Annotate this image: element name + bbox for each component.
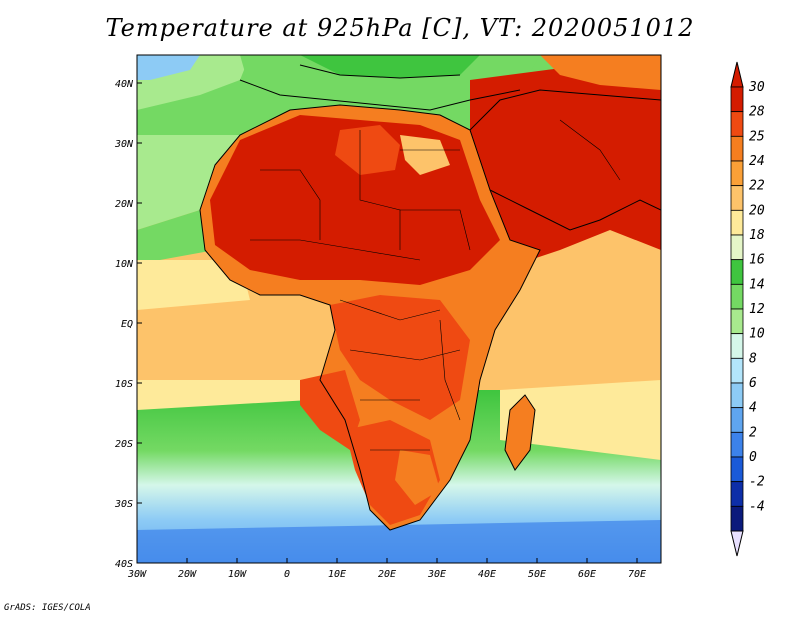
colorbar-swatch bbox=[730, 308, 744, 335]
colorbar-label: -4 bbox=[749, 499, 765, 514]
colorbar-label: -2 bbox=[749, 475, 765, 490]
lat-label-10n: 10N bbox=[115, 259, 134, 270]
central-africa bbox=[330, 295, 470, 420]
lat-label-20s: 20S bbox=[115, 439, 133, 450]
egypt-libya-cooler bbox=[400, 135, 450, 175]
europe-north bbox=[300, 55, 480, 78]
colorbar-bottom-arrow bbox=[730, 530, 744, 557]
colorbar-swatch bbox=[730, 382, 744, 409]
lon-label-50e: 50E bbox=[528, 569, 546, 580]
colorbar-label: 18 bbox=[749, 228, 765, 243]
lat-label-40s: 40S bbox=[115, 559, 133, 570]
colorbar-swatch bbox=[730, 234, 744, 261]
colorbar-swatch bbox=[730, 357, 744, 384]
colorbar-top-arrow bbox=[730, 61, 744, 88]
colorbar-swatch bbox=[730, 209, 744, 236]
lon-label-0: 0 bbox=[284, 569, 290, 580]
tropical-atlantic-green bbox=[137, 210, 215, 260]
colorbar-label: 4 bbox=[749, 401, 757, 416]
gulf-guinea-band bbox=[137, 260, 250, 310]
colorbar-swatch bbox=[730, 283, 744, 310]
indian-ocean-warm bbox=[470, 300, 661, 390]
colorbar-swatch bbox=[730, 185, 744, 211]
colorbar-label: 25 bbox=[749, 129, 765, 144]
colorbar-label: 0 bbox=[749, 450, 757, 465]
lon-label-20w: 20W bbox=[178, 569, 197, 580]
colorbar-label: 6 bbox=[749, 376, 757, 391]
colorbar-swatch bbox=[730, 481, 744, 507]
colorbar-swatch bbox=[730, 505, 744, 532]
lon-label-20e: 20E bbox=[378, 569, 396, 580]
lat-label-20n: 20N bbox=[115, 199, 134, 210]
colorbar-label: 24 bbox=[749, 154, 765, 169]
north-atlantic-coldest bbox=[137, 55, 200, 80]
colorbar-swatch bbox=[730, 111, 744, 137]
colorbar-label: 20 bbox=[749, 203, 765, 218]
madagascar bbox=[505, 395, 535, 470]
lat-label-30n: 30N bbox=[114, 139, 134, 150]
colorbar-label: 30 bbox=[748, 80, 765, 95]
colorbar-label: 14 bbox=[749, 277, 765, 292]
colorbar-label: 10 bbox=[749, 327, 765, 342]
lat-label-eq: EQ bbox=[121, 319, 133, 330]
asia-north-warm bbox=[540, 55, 661, 90]
colorbar-swatch bbox=[730, 259, 744, 285]
colorbar-label: 16 bbox=[749, 253, 765, 268]
lon-label-10w: 10W bbox=[228, 569, 247, 580]
colorbar-label: 2 bbox=[749, 425, 757, 440]
grads-credit: GrADS: IGES/COLA bbox=[4, 603, 91, 613]
middle-east-hot bbox=[470, 55, 661, 260]
coastlines bbox=[199, 64, 661, 531]
colorbar-swatch bbox=[730, 456, 744, 483]
chart-title: Temperature at 925hPa [C], VT: 202005101… bbox=[105, 14, 695, 42]
colorbar-swatch bbox=[730, 86, 744, 113]
south-africa-interior bbox=[395, 450, 440, 505]
ethiopia-highlands bbox=[465, 265, 505, 320]
lat-label-40n: 40N bbox=[115, 79, 134, 90]
antarctic-cold bbox=[137, 520, 661, 563]
colorbar-swatches bbox=[730, 86, 744, 532]
axis-ticks bbox=[137, 82, 638, 563]
colorbar-swatch bbox=[730, 160, 744, 187]
colorbar-swatch bbox=[730, 135, 744, 162]
map-frame bbox=[136, 54, 662, 564]
temperature-field bbox=[137, 55, 661, 563]
lat-label-30s: 30S bbox=[114, 499, 133, 510]
indian-ocean-band bbox=[500, 380, 661, 460]
lon-label-60e: 60E bbox=[578, 569, 596, 580]
colorbar-swatch bbox=[730, 407, 744, 433]
colorbar-label: 8 bbox=[749, 351, 757, 366]
country-borders bbox=[250, 119, 621, 451]
lon-label-30w: 30W bbox=[127, 569, 147, 580]
south-atlantic-band bbox=[137, 380, 310, 410]
colorbar-label: 22 bbox=[749, 179, 765, 194]
colorbar-swatch bbox=[730, 431, 744, 458]
colorbar-label: 28 bbox=[749, 105, 765, 120]
lon-label-40e: 40E bbox=[478, 569, 496, 580]
colorbar-label: 12 bbox=[749, 302, 765, 317]
lon-label-70e: 70E bbox=[628, 569, 646, 580]
colorbar-swatch bbox=[730, 333, 744, 359]
sahara-center bbox=[335, 125, 400, 175]
lon-label-10e: 10E bbox=[328, 569, 346, 580]
lat-label-10s: 10S bbox=[115, 379, 133, 390]
lon-label-30e: 30E bbox=[427, 569, 446, 580]
